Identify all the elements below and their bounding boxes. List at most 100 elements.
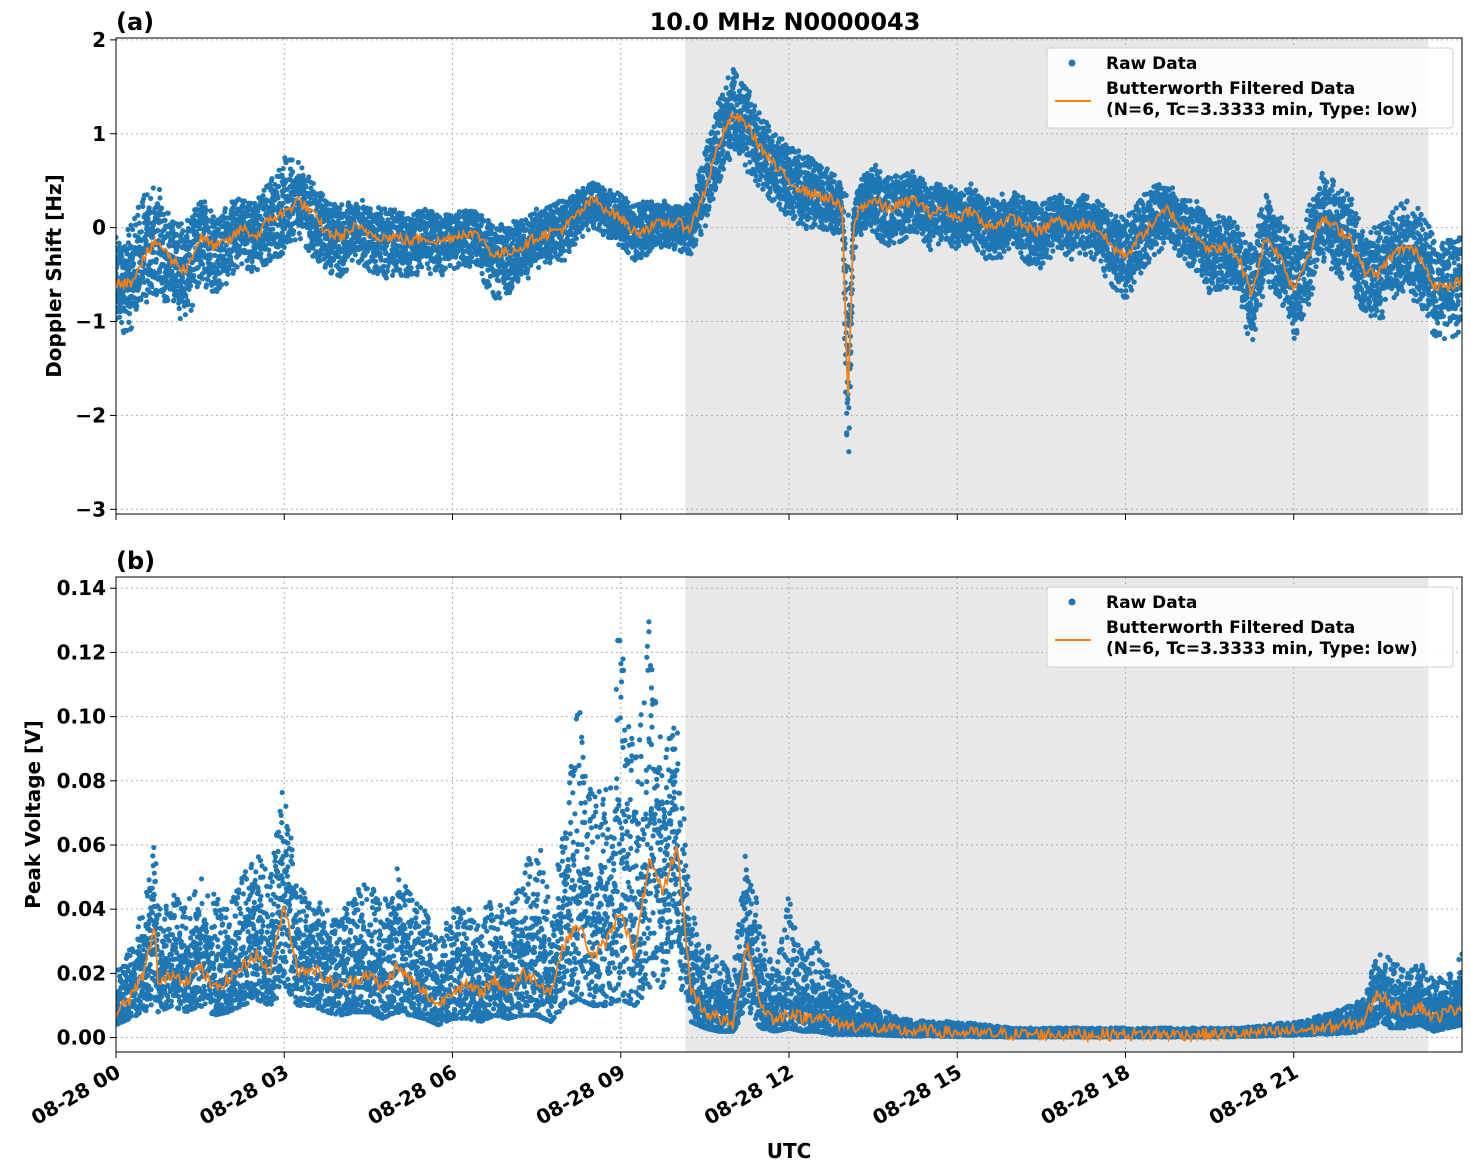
raw-point (207, 254, 213, 261)
raw-point (733, 73, 740, 80)
raw-point (437, 257, 443, 263)
raw-point (427, 271, 433, 277)
raw-point (188, 283, 194, 289)
raw-point (146, 220, 152, 226)
raw-point (625, 199, 631, 205)
raw-point (205, 225, 211, 231)
raw-point (426, 265, 432, 271)
raw-point (178, 221, 184, 227)
raw-point (727, 156, 733, 163)
raw-point (126, 311, 133, 317)
raw-point (173, 275, 179, 281)
raw-point (204, 282, 210, 288)
raw-point (478, 222, 484, 229)
raw-point (135, 212, 141, 218)
raw-point (710, 196, 716, 202)
raw-point (155, 202, 161, 208)
raw-point (447, 262, 453, 269)
raw-point (138, 237, 144, 243)
raw-point (184, 233, 190, 239)
raw-point (752, 103, 758, 109)
raw-point (579, 225, 585, 231)
raw-point (747, 159, 753, 165)
raw-point (124, 251, 130, 257)
raw-point (328, 262, 334, 268)
raw-point (515, 275, 521, 282)
raw-point (720, 166, 727, 172)
raw-point (704, 212, 711, 218)
raw-point (390, 272, 396, 278)
raw-point (174, 283, 180, 289)
raw-point (132, 215, 138, 222)
raw-point (698, 231, 704, 237)
raw-point (713, 184, 719, 191)
raw-point (143, 292, 149, 299)
raw-point (310, 180, 316, 187)
raw-point (349, 257, 355, 263)
raw-point (542, 259, 548, 265)
raw-point (148, 195, 154, 202)
raw-point (442, 265, 448, 271)
raw-point (261, 187, 267, 193)
raw-point (290, 169, 296, 175)
raw-point (128, 325, 135, 331)
raw-point (352, 252, 358, 258)
raw-point (131, 261, 137, 267)
raw-point (177, 315, 183, 322)
raw-point (190, 302, 196, 308)
raw-point (392, 207, 398, 213)
raw-point (723, 85, 729, 91)
raw-point (266, 247, 272, 253)
raw-point (140, 203, 146, 209)
raw-point (254, 217, 260, 223)
raw-point (585, 227, 591, 233)
raw-point (180, 228, 186, 234)
raw-point (241, 198, 247, 204)
raw-point (234, 264, 240, 270)
raw-point (259, 216, 265, 223)
raw-point (341, 220, 347, 226)
raw-point (289, 157, 295, 163)
raw-point (383, 275, 389, 281)
raw-point (561, 257, 568, 263)
raw-point (744, 145, 750, 151)
raw-point (155, 228, 161, 234)
raw-point (525, 275, 531, 281)
raw-point (696, 223, 702, 229)
raw-point (297, 236, 303, 242)
raw-point (149, 284, 155, 290)
raw-point (329, 268, 335, 274)
raw-point (292, 237, 298, 243)
raw-point (146, 205, 152, 212)
raw-point (160, 240, 166, 246)
raw-point (117, 314, 123, 320)
raw-point (282, 226, 288, 232)
raw-point (205, 276, 211, 283)
raw-point (296, 230, 302, 236)
raw-point (137, 280, 143, 286)
raw-point (751, 108, 757, 114)
raw-point (280, 166, 286, 172)
raw-point (222, 206, 228, 212)
raw-point (151, 249, 157, 255)
raw-point (756, 110, 762, 116)
raw-point (753, 173, 759, 179)
raw-point (566, 248, 572, 255)
raw-point (138, 229, 144, 235)
raw-point (144, 299, 150, 305)
raw-point (128, 222, 134, 228)
raw-point (249, 268, 255, 274)
raw-point (306, 247, 312, 254)
raw-point (153, 256, 159, 263)
raw-point (288, 237, 294, 244)
raw-point (165, 210, 171, 216)
raw-point (236, 243, 242, 249)
figure-title: 10.0 MHz N0000043 (650, 8, 921, 36)
raw-point (212, 252, 218, 258)
raw-point (199, 276, 206, 282)
raw-point (130, 254, 136, 260)
raw-point (742, 162, 748, 168)
raw-point (168, 277, 174, 284)
raw-point (497, 295, 503, 301)
raw-point (266, 252, 272, 258)
